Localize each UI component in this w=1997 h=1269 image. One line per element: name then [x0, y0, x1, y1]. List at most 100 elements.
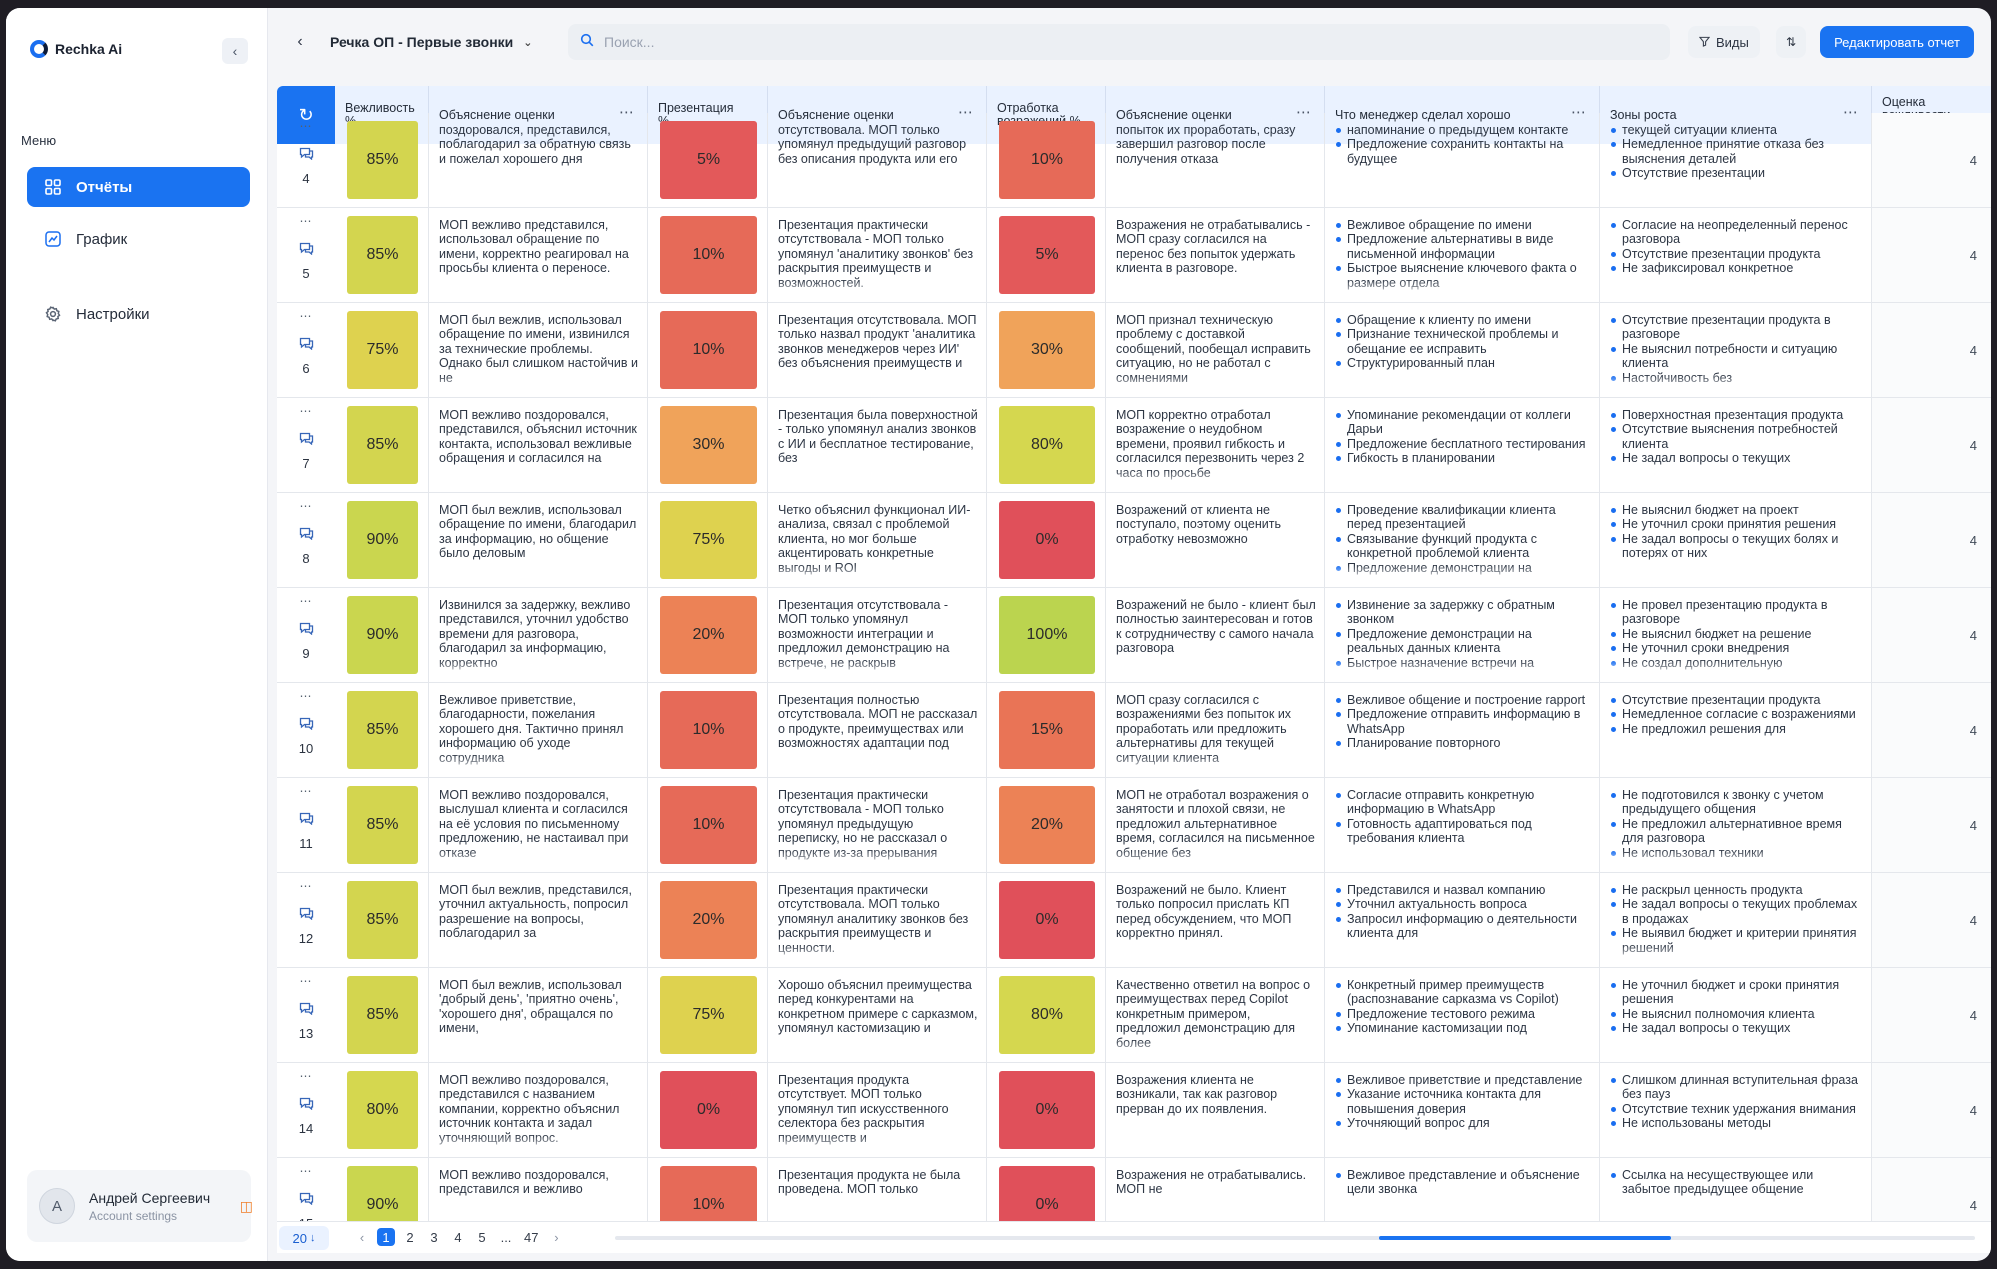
table-row[interactable]: ⋯ 10 85% Вежливое приветствие, благодарност…	[277, 683, 1991, 778]
list-item: Предложение сохранить контакты на будуще…	[1335, 137, 1591, 166]
page-size-select[interactable]: 20 ↓	[279, 1226, 329, 1250]
row-menu-icon[interactable]: ⋯	[299, 594, 313, 608]
refresh-button[interactable]: ↻	[277, 86, 335, 144]
collapse-sidebar-button[interactable]: ‹	[222, 38, 248, 64]
column-menu-icon[interactable]: ⋯	[1571, 104, 1587, 121]
column-menu-icon[interactable]: ⋯	[1843, 104, 1859, 121]
comments-icon[interactable]	[299, 1002, 314, 1018]
objections-explanation-text: Возражений не было - клиент был полность…	[1116, 598, 1316, 656]
comments-icon[interactable]	[299, 812, 314, 828]
presentation-explanation-text: отсутствовала. МОП только упомянул преды…	[778, 123, 967, 166]
report-selector[interactable]: Речка ОП - Первые звонки ⌄	[330, 28, 533, 56]
arrow-down-icon: ↓	[309, 1232, 316, 1244]
user-card[interactable]: A Андрей Сергеевич Account settings ◫	[27, 1170, 253, 1242]
row-number: 13	[298, 1026, 314, 1041]
good-points-list: напоминание о предыдущем контакте Предлож…	[1335, 123, 1591, 205]
list-item: Уточнил актуальность вопроса	[1335, 897, 1591, 911]
list-item: Предложение альтернативы в виде письменн…	[1335, 232, 1591, 261]
objections-cell: 0%	[987, 1158, 1106, 1221]
table-row[interactable]: ⋯ 15 90% МОП вежливо поздоровался, представ…	[277, 1158, 1991, 1221]
interest-politeness-cell: 4	[1872, 588, 1991, 682]
prev-page-button[interactable]: ‹	[359, 1229, 365, 1245]
comments-icon[interactable]	[299, 1192, 314, 1208]
views-button[interactable]: Виды	[1688, 26, 1760, 58]
presentation-score: 20%	[660, 596, 757, 674]
sidebar-item-settings[interactable]: Настройки	[27, 294, 250, 334]
objections-score: 80%	[999, 976, 1095, 1054]
row-menu-icon[interactable]: ⋯	[299, 499, 313, 513]
row-menu-icon[interactable]: ⋯	[299, 784, 313, 798]
page-button[interactable]: 3	[430, 1229, 438, 1245]
list-item: Связывание функций продукта с конкретной…	[1335, 532, 1591, 561]
comments-icon[interactable]	[299, 242, 314, 258]
table-row[interactable]: ⋯ 14 80% МОП вежливо поздоровался, представ…	[277, 1063, 1991, 1158]
growth-zones-list: Слишком длинная вступительная фраза без …	[1610, 1073, 1863, 1155]
row-menu-icon[interactable]: ⋯	[299, 879, 313, 893]
list-item: Не использовал техники	[1610, 846, 1863, 860]
comments-icon[interactable]	[299, 432, 314, 448]
table-row[interactable]: ⋯ 13 85% МОП был вежлив, использовал 'добры…	[277, 968, 1991, 1063]
page-button[interactable]: 47	[524, 1229, 539, 1245]
presentation-score: 75%	[660, 976, 757, 1054]
row-menu-icon[interactable]: ⋯	[299, 1164, 313, 1178]
objections-explanation: Возражений от клиента не поступало, поэт…	[1106, 493, 1325, 587]
horizontal-scrollbar[interactable]	[615, 1236, 1975, 1240]
list-item: Предложение отправить информацию в Whats…	[1335, 707, 1591, 736]
table-row[interactable]: ⋯ 8 90% МОП был вежлив, использовал обращен…	[277, 493, 1991, 588]
comments-icon[interactable]	[299, 337, 314, 353]
table-row[interactable]: ⋯ 11 85% МОП вежливо поздоровался, выслушал…	[277, 778, 1991, 873]
row-menu-icon[interactable]: ⋯	[299, 404, 313, 418]
column-menu-icon[interactable]: ⋯	[1296, 104, 1312, 121]
table-row[interactable]: ⋯ 4 85% поздоровался, представился, поблаго…	[277, 113, 1991, 208]
list-item: Не подготовился к звонку с учетом предыд…	[1610, 788, 1863, 817]
comments-icon[interactable]	[299, 622, 314, 638]
scrollbar-thumb[interactable]	[1379, 1236, 1671, 1240]
edit-report-button[interactable]: Редактировать отчет	[1820, 26, 1974, 58]
page-button[interactable]: 2	[406, 1229, 414, 1245]
column-menu-icon[interactable]: ⋯	[619, 104, 635, 121]
sidebar-item-label: График	[76, 230, 128, 248]
column-menu-icon[interactable]: ⋯	[958, 104, 974, 121]
page-button[interactable]: 5	[478, 1229, 486, 1245]
comments-icon[interactable]	[299, 147, 314, 163]
presentation-score: 10%	[660, 691, 757, 769]
table-row[interactable]: ⋯ 12 85% МОП был вежлив, представился, уточ…	[277, 873, 1991, 968]
avatar: A	[39, 1188, 75, 1224]
page-button[interactable]: 4	[454, 1229, 462, 1245]
interest-politeness-score: 4	[1872, 683, 1991, 777]
presentation-cell: 10%	[648, 778, 768, 872]
sidebar-item-reports[interactable]: Отчёты	[27, 167, 250, 207]
table-row[interactable]: ⋯ 9 90% Извинился за задержку, вежливо пред…	[277, 588, 1991, 683]
search-input[interactable]	[604, 34, 1504, 50]
comments-icon[interactable]	[299, 717, 314, 733]
comments-icon[interactable]	[299, 907, 314, 923]
list-item: Быстрое назначение встречи на	[1335, 656, 1591, 670]
next-page-button[interactable]: ›	[554, 1229, 559, 1245]
list-item: Не провел презентацию продукта в разгово…	[1610, 598, 1863, 627]
interest-politeness-cell: 4	[1872, 778, 1991, 872]
row-menu-icon[interactable]: ⋯	[299, 309, 313, 323]
table-row[interactable]: ⋯ 5 85% МОП вежливо представился, использов…	[277, 208, 1991, 303]
good-points: Согласие отправить конкретную информацию…	[1325, 778, 1600, 872]
sort-button[interactable]: ⇅	[1776, 26, 1806, 58]
logout-icon[interactable]: ◫	[239, 1198, 253, 1214]
comments-icon[interactable]	[299, 527, 314, 543]
list-item: Немедленное принятие отказа без выяснени…	[1610, 137, 1863, 166]
back-button[interactable]: ‹	[286, 28, 314, 56]
row-menu-icon[interactable]: ⋯	[299, 1069, 313, 1083]
growth-zones: текущей ситуации клиента Немедленное прин…	[1600, 113, 1872, 207]
row-menu-icon[interactable]: ⋯	[299, 214, 313, 228]
sidebar-item-chart[interactable]: График	[27, 219, 250, 259]
row-menu-icon[interactable]: ⋯	[299, 974, 313, 988]
presentation-score: 10%	[660, 1166, 757, 1221]
row-menu-icon[interactable]: ⋯	[299, 689, 313, 703]
page-button[interactable]: 1	[377, 1228, 395, 1246]
list-item: Не предложил альтернативное время для ра…	[1610, 817, 1863, 846]
table-row[interactable]: ⋯ 6 75% МОП был вежлив, использовал обращен…	[277, 303, 1991, 398]
account-settings-link[interactable]: Account settings	[89, 1208, 178, 1223]
politeness-explanation-text: МОП был вежлив, использовал обращение по…	[439, 313, 638, 385]
presentation-explanation: Четко объяснил функционал ИИ-анализа, св…	[768, 493, 987, 587]
table-row[interactable]: ⋯ 7 85% МОП вежливо поздоровался, представи…	[277, 398, 1991, 493]
row-menu-icon[interactable]: ⋯	[299, 119, 313, 133]
comments-icon[interactable]	[299, 1097, 314, 1113]
